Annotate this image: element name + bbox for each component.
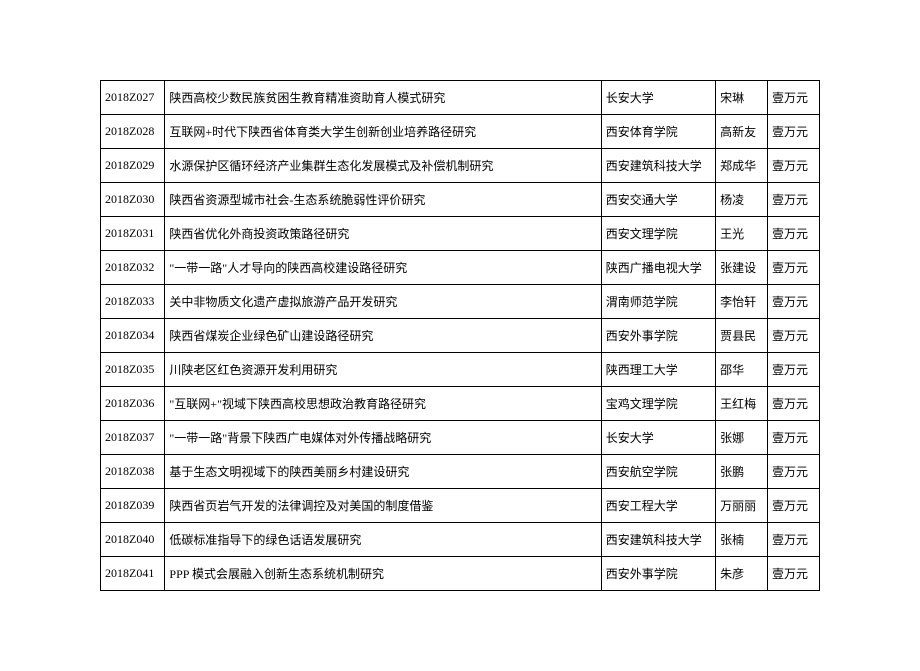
cell-id: 2018Z028: [101, 115, 165, 149]
cell-org: 陕西广播电视大学: [601, 251, 715, 285]
cell-org: 长安大学: [601, 421, 715, 455]
cell-title: "一带一路"背景下陕西广电媒体对外传播战略研究: [165, 421, 601, 455]
cell-amount: 壹万元: [768, 319, 820, 353]
cell-title: 水源保护区循环经济产业集群生态化发展模式及补偿机制研究: [165, 149, 601, 183]
cell-id: 2018Z038: [101, 455, 165, 489]
cell-org: 西安建筑科技大学: [601, 523, 715, 557]
cell-person: 朱彦: [716, 557, 768, 591]
cell-person: 张娜: [716, 421, 768, 455]
cell-org: 西安体育学院: [601, 115, 715, 149]
cell-person: 张鹏: [716, 455, 768, 489]
cell-org: 宝鸡文理学院: [601, 387, 715, 421]
cell-title: 关中非物质文化遗产虚拟旅游产品开发研究: [165, 285, 601, 319]
cell-title: 低碳标准指导下的绿色话语发展研究: [165, 523, 601, 557]
cell-amount: 壹万元: [768, 149, 820, 183]
cell-person: 贾县民: [716, 319, 768, 353]
table-row: 2018Z037 "一带一路"背景下陕西广电媒体对外传播战略研究 长安大学 张娜…: [101, 421, 820, 455]
cell-amount: 壹万元: [768, 115, 820, 149]
table-row: 2018Z036 "互联网+"视域下陕西高校思想政治教育路径研究 宝鸡文理学院 …: [101, 387, 820, 421]
table-row: 2018Z041 PPP 模式会展融入创新生态系统机制研究 西安外事学院 朱彦 …: [101, 557, 820, 591]
table-row: 2018Z029 水源保护区循环经济产业集群生态化发展模式及补偿机制研究 西安建…: [101, 149, 820, 183]
table-row: 2018Z035 川陕老区红色资源开发利用研究 陕西理工大学 邵华 壹万元: [101, 353, 820, 387]
cell-amount: 壹万元: [768, 557, 820, 591]
research-projects-table: 2018Z027 陕西高校少数民族贫困生教育精准资助育人模式研究 长安大学 宋琳…: [100, 80, 820, 591]
cell-id: 2018Z027: [101, 81, 165, 115]
cell-amount: 壹万元: [768, 489, 820, 523]
cell-title: 互联网+时代下陕西省体育类大学生创新创业培养路径研究: [165, 115, 601, 149]
cell-title: 陕西高校少数民族贫困生教育精准资助育人模式研究: [165, 81, 601, 115]
cell-person: 王红梅: [716, 387, 768, 421]
cell-id: 2018Z036: [101, 387, 165, 421]
cell-amount: 壹万元: [768, 353, 820, 387]
cell-org: 西安外事学院: [601, 557, 715, 591]
cell-title: 陕西省资源型城市社会-生态系统脆弱性评价研究: [165, 183, 601, 217]
cell-person: 张建设: [716, 251, 768, 285]
cell-title: 川陕老区红色资源开发利用研究: [165, 353, 601, 387]
cell-person: 张楠: [716, 523, 768, 557]
table-row: 2018Z027 陕西高校少数民族贫困生教育精准资助育人模式研究 长安大学 宋琳…: [101, 81, 820, 115]
cell-title: 陕西省优化外商投资政策路径研究: [165, 217, 601, 251]
table-row: 2018Z039 陕西省页岩气开发的法律调控及对美国的制度借鉴 西安工程大学 万…: [101, 489, 820, 523]
cell-amount: 壹万元: [768, 455, 820, 489]
cell-id: 2018Z035: [101, 353, 165, 387]
cell-id: 2018Z032: [101, 251, 165, 285]
cell-amount: 壹万元: [768, 217, 820, 251]
cell-id: 2018Z037: [101, 421, 165, 455]
cell-person: 高新友: [716, 115, 768, 149]
cell-person: 邵华: [716, 353, 768, 387]
cell-amount: 壹万元: [768, 285, 820, 319]
table-row: 2018Z040 低碳标准指导下的绿色话语发展研究 西安建筑科技大学 张楠 壹万…: [101, 523, 820, 557]
cell-title: 陕西省煤炭企业绿色矿山建设路径研究: [165, 319, 601, 353]
cell-person: 杨凌: [716, 183, 768, 217]
cell-org: 长安大学: [601, 81, 715, 115]
cell-title: 陕西省页岩气开发的法律调控及对美国的制度借鉴: [165, 489, 601, 523]
cell-amount: 壹万元: [768, 387, 820, 421]
table-row: 2018Z038 基于生态文明视域下的陕西美丽乡村建设研究 西安航空学院 张鹏 …: [101, 455, 820, 489]
cell-org: 西安工程大学: [601, 489, 715, 523]
cell-id: 2018Z039: [101, 489, 165, 523]
cell-person: 李怡轩: [716, 285, 768, 319]
cell-id: 2018Z030: [101, 183, 165, 217]
table-row: 2018Z030 陕西省资源型城市社会-生态系统脆弱性评价研究 西安交通大学 杨…: [101, 183, 820, 217]
cell-org: 西安航空学院: [601, 455, 715, 489]
cell-id: 2018Z033: [101, 285, 165, 319]
table-row: 2018Z032 "一带一路"人才导向的陕西高校建设路径研究 陕西广播电视大学 …: [101, 251, 820, 285]
table-body: 2018Z027 陕西高校少数民族贫困生教育精准资助育人模式研究 长安大学 宋琳…: [101, 81, 820, 591]
cell-org: 西安建筑科技大学: [601, 149, 715, 183]
cell-id: 2018Z031: [101, 217, 165, 251]
table-row: 2018Z031 陕西省优化外商投资政策路径研究 西安文理学院 王光 壹万元: [101, 217, 820, 251]
cell-id: 2018Z034: [101, 319, 165, 353]
cell-org: 渭南师范学院: [601, 285, 715, 319]
cell-amount: 壹万元: [768, 81, 820, 115]
cell-title: PPP 模式会展融入创新生态系统机制研究: [165, 557, 601, 591]
cell-title: "互联网+"视域下陕西高校思想政治教育路径研究: [165, 387, 601, 421]
cell-amount: 壹万元: [768, 523, 820, 557]
table-row: 2018Z033 关中非物质文化遗产虚拟旅游产品开发研究 渭南师范学院 李怡轩 …: [101, 285, 820, 319]
cell-person: 郑成华: [716, 149, 768, 183]
cell-person: 万丽丽: [716, 489, 768, 523]
cell-amount: 壹万元: [768, 421, 820, 455]
cell-org: 西安文理学院: [601, 217, 715, 251]
cell-person: 王光: [716, 217, 768, 251]
table-row: 2018Z028 互联网+时代下陕西省体育类大学生创新创业培养路径研究 西安体育…: [101, 115, 820, 149]
cell-org: 西安外事学院: [601, 319, 715, 353]
cell-amount: 壹万元: [768, 183, 820, 217]
cell-title: "一带一路"人才导向的陕西高校建设路径研究: [165, 251, 601, 285]
table-row: 2018Z034 陕西省煤炭企业绿色矿山建设路径研究 西安外事学院 贾县民 壹万…: [101, 319, 820, 353]
cell-person: 宋琳: [716, 81, 768, 115]
cell-title: 基于生态文明视域下的陕西美丽乡村建设研究: [165, 455, 601, 489]
cell-amount: 壹万元: [768, 251, 820, 285]
cell-org: 陕西理工大学: [601, 353, 715, 387]
cell-id: 2018Z029: [101, 149, 165, 183]
cell-org: 西安交通大学: [601, 183, 715, 217]
cell-id: 2018Z040: [101, 523, 165, 557]
cell-id: 2018Z041: [101, 557, 165, 591]
